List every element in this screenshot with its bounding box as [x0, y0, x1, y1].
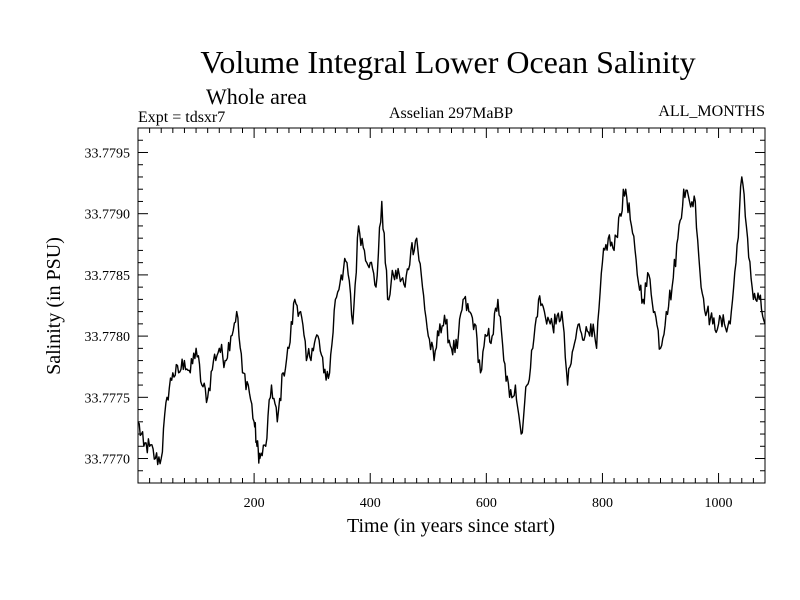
x-tick-label: 200	[244, 496, 265, 511]
period-label: Asselian 297MaBP	[389, 105, 513, 122]
y-tick-label: 33.7780	[85, 330, 131, 345]
x-tick-label: 400	[360, 496, 381, 511]
y-axis-label: Salinity (in PSU)	[43, 237, 65, 375]
months-label: ALL_MONTHS	[658, 103, 765, 120]
salinity-series-line	[137, 176, 766, 466]
x-tick-label: 800	[592, 496, 613, 511]
y-tick-label: 33.7775	[85, 391, 131, 406]
x-axis-label: Time (in years since start)	[347, 515, 555, 537]
tick-labels: 200 400 600 800 1000 33.7770 33.7775 33.7780 33.…	[85, 146, 733, 511]
chart-title: Volume Integral Lower Ocean Salinity	[200, 44, 695, 80]
chart-subtitle: Whole area	[206, 84, 307, 109]
x-tick-label: 600	[476, 496, 497, 511]
y-tick-label: 33.7770	[85, 453, 131, 468]
y-tick-label: 33.7785	[85, 269, 131, 284]
y-tick-label: 33.7790	[85, 208, 131, 223]
expt-label: Expt = tdsxr7	[138, 109, 225, 126]
y-tick-label: 33.7795	[85, 146, 131, 161]
x-tick-label: 1000	[705, 496, 733, 511]
axis-ticks	[138, 127, 765, 484]
plot-frame	[137, 127, 766, 484]
